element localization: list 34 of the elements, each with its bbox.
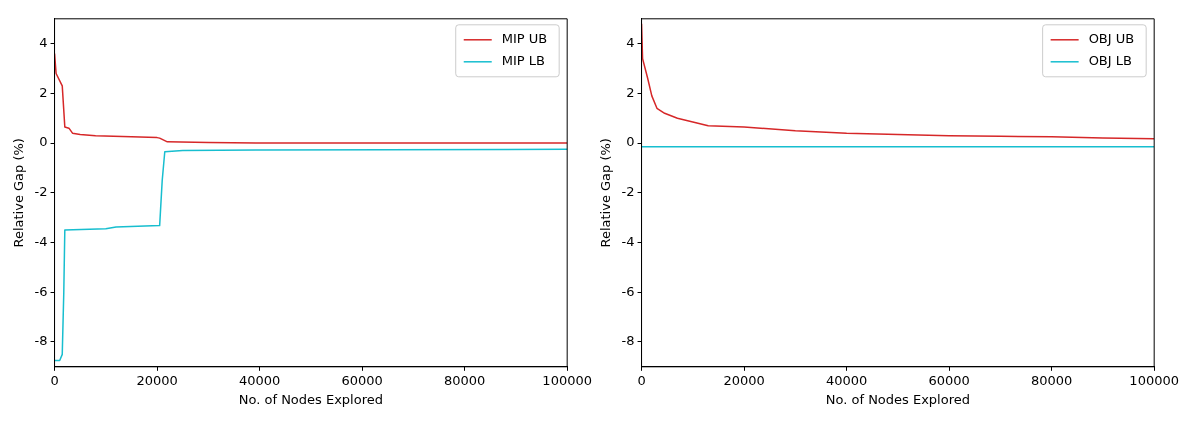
y-axis-title: Relative Gap (%) [11,138,27,248]
y-tick-label: -2 [621,184,635,200]
y-tick-label: 0 [626,134,635,150]
y-tick-label: -8 [34,333,48,349]
legend-label: MIP UB [501,31,548,47]
y-tick-label: -4 [621,233,635,249]
y-tick-label: 4 [626,35,635,51]
y-axis-title: Relative Gap (%) [598,138,614,248]
x-tick-label: 80000 [1030,372,1073,388]
y-tick-label: 2 [39,84,48,100]
x-tick-label: 0 [637,372,646,388]
y-tick-label: 4 [39,35,48,51]
x-tick-label: 80000 [443,372,486,388]
x-axis-title: No. of Nodes Explored [825,391,970,407]
legend-label: OBJ UB [1088,31,1135,47]
y-tick-label: -6 [621,283,635,299]
x-tick-label: 40000 [238,372,281,388]
y-tick-label: -2 [34,184,48,200]
x-tick-label: 0 [50,372,59,388]
x-tick-label: 40000 [825,372,868,388]
y-tick-label: 2 [626,84,635,100]
x-axis-title: No. of Nodes Explored [238,391,383,407]
x-tick-label: 100000 [1129,372,1180,388]
legend-label: OBJ LB [1088,53,1132,69]
legend-label: MIP LB [501,53,545,69]
x-tick-label: 20000 [723,372,765,388]
x-tick-label: 20000 [136,372,178,388]
y-tick-label: -6 [34,283,48,299]
x-tick-label: 100000 [542,372,593,388]
x-tick-label: 60000 [341,372,383,388]
x-tick-label: 60000 [928,372,970,388]
y-tick-label: -4 [34,233,48,249]
y-tick-label: 0 [39,134,48,150]
y-tick-label: -8 [621,333,635,349]
